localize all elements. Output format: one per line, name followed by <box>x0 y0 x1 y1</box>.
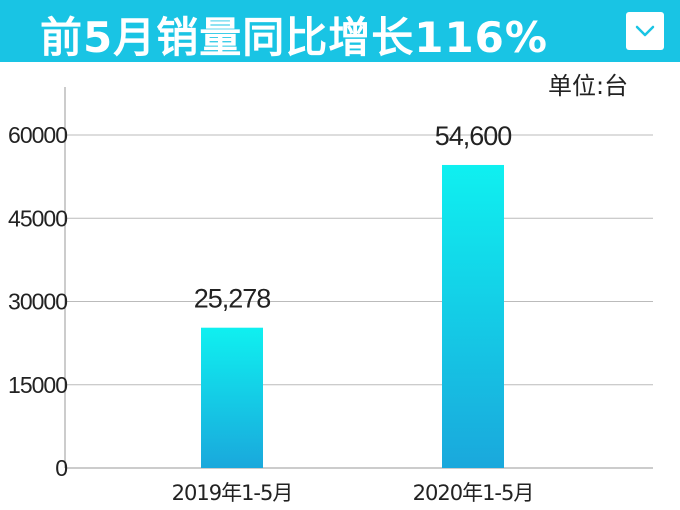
bar <box>201 327 263 468</box>
chevron-down-icon <box>635 25 655 37</box>
data-label: 25,278 <box>194 284 271 314</box>
y-tick-label: 60000 <box>8 122 67 148</box>
y-tick-label: 30000 <box>8 289 67 315</box>
labels: 0 15000 30000 45000 60000 25,278 2019年1-5月 54,6… <box>8 121 534 505</box>
x-tick-label: 2019年1-5月 <box>172 481 293 505</box>
title-banner: 前5月销量同比增长116% <box>0 0 680 62</box>
x-tick-label: 2020年1-5月 <box>413 481 534 505</box>
y-tick-label: 45000 <box>8 205 67 231</box>
y-tick-label: 15000 <box>8 372 67 398</box>
chart-title: 前5月销量同比增长116% <box>40 13 548 62</box>
bars <box>201 164 504 468</box>
gridlines <box>65 134 653 386</box>
y-tick-label: 0 <box>55 455 67 481</box>
collapse-button[interactable] <box>626 12 664 50</box>
bar <box>442 164 504 468</box>
axes <box>64 87 653 469</box>
unit-label: 单位:台 <box>548 72 629 100</box>
data-label: 54,600 <box>435 121 512 151</box>
